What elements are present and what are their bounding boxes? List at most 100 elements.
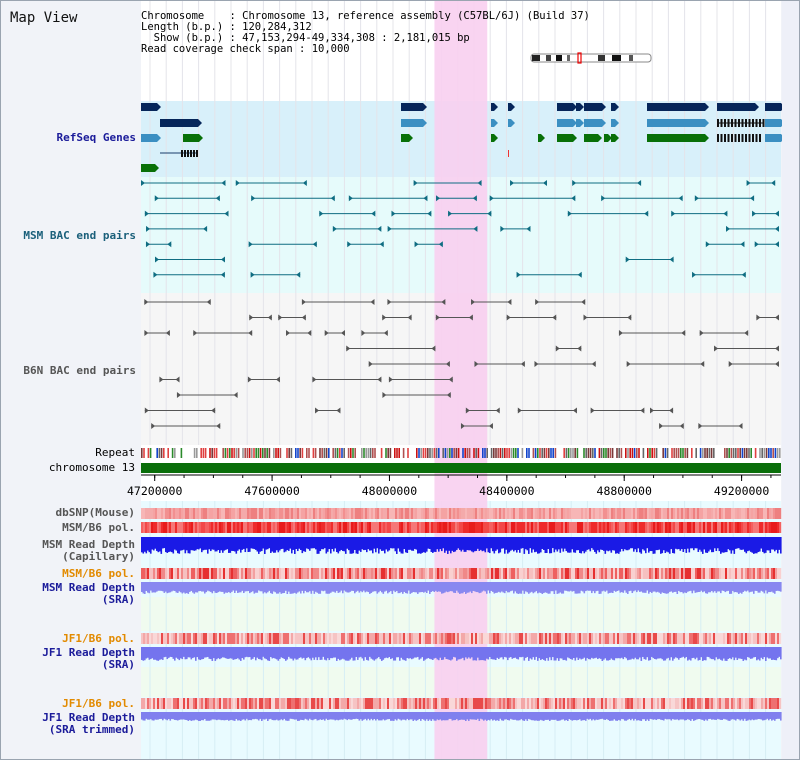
track-label-refseq[interactable]: RefSeq Genes — [56, 131, 136, 144]
gene-feature — [160, 119, 198, 127]
track-label-dbsnp[interactable]: dbSNP(Mouse) — [55, 506, 135, 519]
bac-end-marker — [370, 299, 375, 305]
bac-end-marker — [754, 241, 759, 248]
bac-end-marker — [301, 314, 306, 321]
bac-end-marker — [144, 330, 149, 336]
gene-feature — [508, 103, 511, 111]
bac-end-marker — [625, 256, 630, 263]
jf1-depth-sra-track — [141, 647, 782, 661]
gene-feature — [538, 134, 541, 142]
bac-end-marker — [377, 225, 382, 232]
gene-feature — [647, 103, 705, 111]
bac-end-marker — [679, 423, 684, 429]
track-label-msm-b6-pol[interactable]: MSM/B6 pol. — [62, 521, 135, 534]
bac-end-marker — [659, 423, 664, 429]
gene-strand-arrow — [602, 119, 606, 127]
length-key: Length (b.p.) — [141, 21, 224, 33]
bac-end-marker — [681, 330, 686, 336]
gene-feature — [611, 103, 615, 111]
ideogram-position-marker — [577, 52, 582, 64]
bac-end-marker — [487, 210, 492, 217]
bac-end-marker — [379, 241, 384, 248]
bac-end-marker — [436, 195, 441, 202]
bac-end-marker — [526, 225, 531, 232]
bac-end-marker — [388, 376, 393, 383]
bac-end-marker — [301, 299, 306, 305]
bac-end-marker — [577, 271, 582, 278]
msm-b6-pol-track — [141, 522, 782, 533]
bac-end-marker — [775, 241, 779, 248]
jf1-b6-pol-track — [141, 633, 782, 644]
bac-end-marker — [407, 314, 412, 321]
axis-tick-label: 49200000 — [714, 484, 769, 498]
bac-end-marker — [175, 376, 180, 383]
gene-strand-arrow — [157, 134, 161, 142]
gene-strand-arrow — [573, 119, 577, 127]
track-label-jf1-b6-pol[interactable]: JF1/B6 pol. — [62, 632, 135, 645]
bac-end-marker — [516, 271, 521, 278]
gene-strand-arrow — [198, 119, 202, 127]
gene-strand-arrow — [705, 119, 709, 127]
bac-end-marker — [336, 407, 341, 414]
refseq-genes-track — [141, 103, 785, 172]
bac-end-marker — [534, 361, 539, 367]
track-label-b6n-bac[interactable]: B6N BAC end pairs — [23, 364, 136, 377]
bac-end-marker — [474, 361, 479, 367]
repeat-track — [141, 448, 781, 458]
bac-end-marker — [224, 210, 229, 217]
bac-end-marker — [517, 407, 522, 414]
track-label-jf1-depth-trimmed[interactable]: JF1 Read Depth (SRA trimmed) — [42, 711, 135, 736]
gene-strand-arrow — [573, 103, 577, 111]
msm-b6-pol-2-track — [141, 568, 782, 579]
bac-end-marker — [144, 299, 149, 305]
gene-feature — [141, 134, 157, 142]
bac-end-marker — [347, 241, 352, 248]
bac-end-marker — [471, 299, 476, 305]
bac-end-marker — [346, 345, 351, 352]
track-label-msm-bac[interactable]: MSM BAC end pairs — [23, 229, 136, 242]
bac-end-marker — [145, 241, 150, 248]
gene-feature — [491, 134, 494, 142]
bac-end-marker — [640, 407, 645, 414]
bac-end-marker — [206, 299, 211, 305]
bac-end-marker — [771, 180, 776, 186]
bac-end-marker — [775, 314, 779, 321]
track-label-msm-depth-capillary[interactable]: MSM Read Depth (Capillary) — [42, 538, 135, 563]
bac-end-marker — [387, 225, 392, 232]
bac-end-marker — [413, 180, 418, 186]
bac-end-marker — [275, 376, 280, 383]
bac-end-marker — [488, 423, 493, 429]
track-label-msm-b6-pol-2[interactable]: MSM/B6 pol. — [62, 567, 135, 580]
bac-end-marker — [438, 241, 443, 248]
page-title: Map View — [10, 10, 78, 26]
track-label-jf1-b6-pol-2[interactable]: JF1/B6 pol. — [62, 697, 135, 710]
bac-end-marker — [692, 271, 697, 278]
bac-end-marker — [555, 345, 560, 352]
bac-end-marker — [446, 392, 451, 398]
bac-end-marker — [626, 361, 631, 367]
bac-end-marker — [506, 314, 511, 321]
track-label-msm-depth-sra[interactable]: MSM Read Depth (SRA) — [42, 581, 135, 606]
gene-feature — [765, 103, 781, 111]
bac-end-marker — [746, 180, 751, 186]
bac-end-marker — [552, 314, 557, 321]
track-label-jf1-depth-sra[interactable]: JF1 Read Depth (SRA) — [42, 646, 135, 671]
span-value: 10,000 — [311, 43, 350, 55]
bac-end-marker — [211, 407, 216, 414]
bac-end-marker — [431, 345, 436, 352]
bac-end-marker — [383, 330, 388, 336]
bac-end-marker — [248, 330, 253, 336]
selected-region-highlight — [434, 1, 488, 759]
bac-end-marker — [382, 314, 387, 321]
msm-depth-capillary-track — [141, 537, 782, 554]
bac-end-marker — [535, 299, 540, 305]
gene-feature — [611, 119, 615, 127]
gene-strand-arrow — [157, 103, 161, 111]
bac-end-marker — [618, 330, 623, 336]
gene-strand-arrow — [615, 119, 619, 127]
bac-end-marker — [637, 180, 642, 186]
bac-end-marker — [671, 210, 676, 217]
bac-end-marker — [220, 256, 225, 263]
gene-feature — [604, 134, 608, 142]
